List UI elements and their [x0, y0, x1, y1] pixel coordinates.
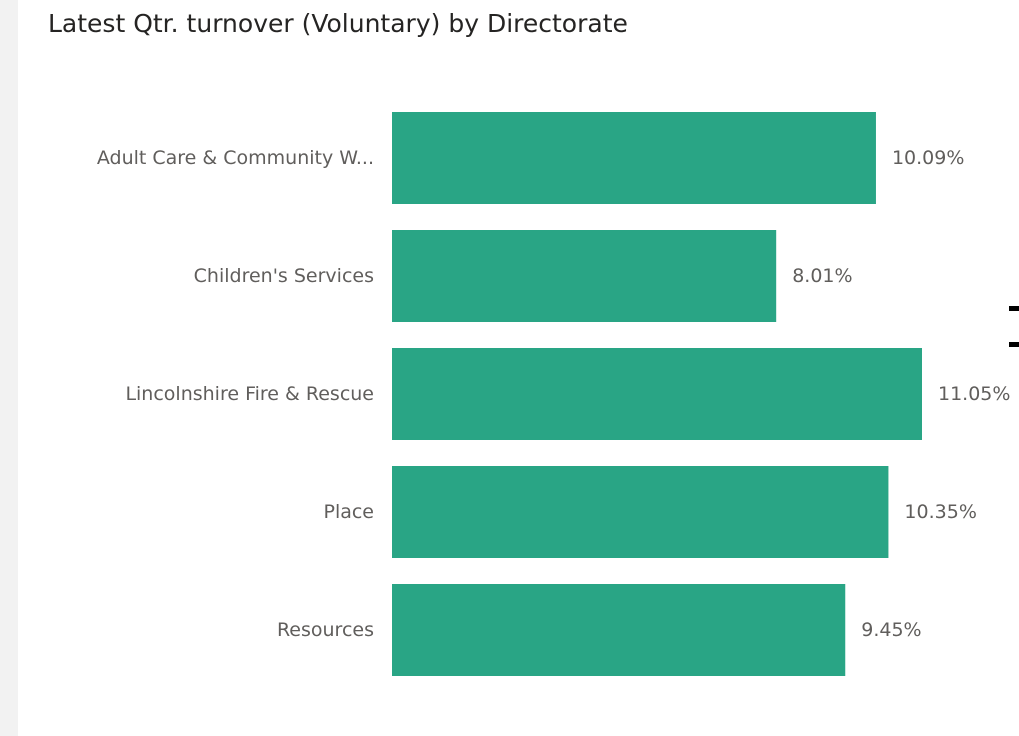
bar[interactable] — [392, 112, 876, 204]
chart-visual[interactable]: Latest Qtr. turnover (Voluntary) by Dire… — [18, 0, 1019, 736]
bar[interactable] — [392, 348, 922, 440]
bar[interactable] — [392, 584, 846, 676]
bar[interactable] — [392, 230, 777, 322]
category-label: Children's Services — [194, 265, 374, 287]
resize-handle-icon[interactable] — [1009, 342, 1019, 347]
bar-chart: Adult Care & Community W... 10.09% Childre… — [97, 112, 1010, 676]
category-label: Adult Care & Community W... — [97, 147, 374, 169]
chart-title: Latest Qtr. turnover (Voluntary) by Dire… — [48, 9, 628, 38]
data-label: 8.01% — [792, 265, 852, 287]
bar[interactable] — [392, 466, 889, 558]
category-label: Place — [323, 501, 374, 523]
category-label: Resources — [277, 619, 374, 641]
data-label: 10.09% — [892, 147, 964, 169]
data-label: 11.05% — [938, 383, 1010, 405]
data-label: 9.45% — [861, 619, 921, 641]
category-label: Lincolnshire Fire & Rescue — [125, 383, 374, 405]
data-label: 10.35% — [904, 501, 976, 523]
resize-handle-icon[interactable] — [1009, 306, 1019, 311]
